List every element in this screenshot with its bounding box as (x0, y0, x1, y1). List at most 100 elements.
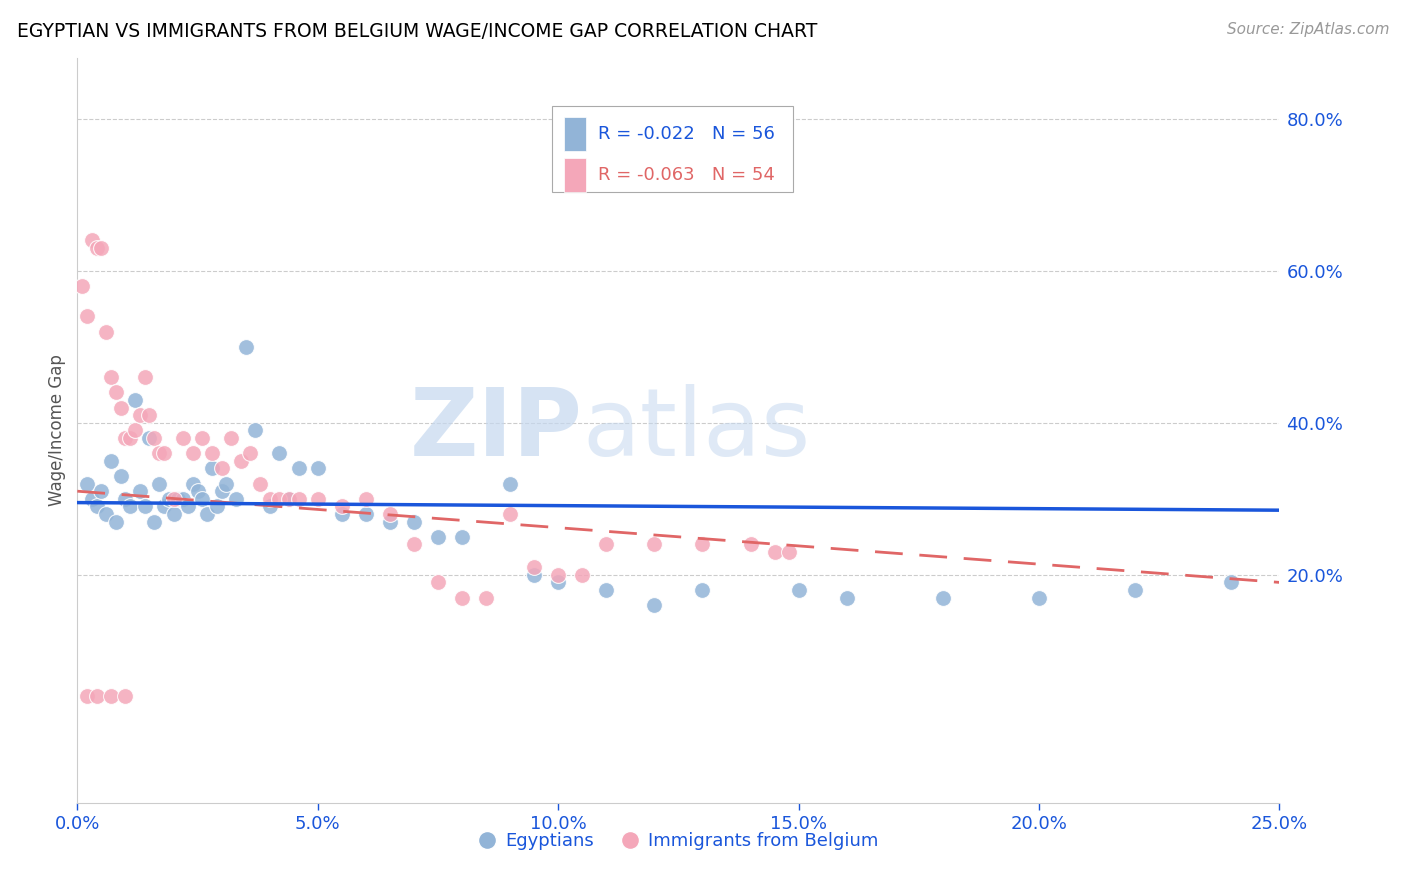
Point (177, 500, 200, 514)
Point (354, 491, 377, 506)
Point (225, 491, 247, 506)
Point (692, 582, 714, 597)
Point (239, 446, 262, 460)
Point (269, 491, 291, 506)
Point (245, 423, 267, 437)
Point (110, 469, 132, 483)
Point (128, 408, 150, 422)
Point (1220, 575, 1243, 590)
Point (499, 507, 522, 521)
Point (330, 507, 353, 521)
Point (80, 233, 103, 247)
Point (249, 476, 271, 491)
Point (499, 476, 522, 491)
Point (523, 560, 546, 574)
Legend: Egyptians, Immigrants from Belgium: Egyptians, Immigrants from Belgium (471, 824, 886, 857)
Y-axis label: Wage/Income Gap: Wage/Income Gap (48, 354, 66, 507)
Point (124, 423, 146, 437)
Point (172, 431, 194, 445)
Point (162, 507, 184, 521)
Point (134, 370, 156, 384)
Point (120, 431, 142, 445)
Point (90, 241, 112, 255)
Point (76, 476, 98, 491)
Point (86, 241, 108, 255)
Point (76, 690, 98, 704)
Point (475, 591, 498, 605)
Point (195, 507, 218, 521)
Point (114, 431, 136, 445)
Point (595, 537, 617, 551)
Point (692, 537, 714, 551)
Point (104, 385, 127, 400)
Point (235, 340, 257, 354)
Text: R = -0.063   N = 54: R = -0.063 N = 54 (598, 166, 775, 184)
Point (523, 567, 546, 582)
Point (269, 446, 291, 460)
Point (835, 591, 858, 605)
Point (277, 491, 299, 506)
Point (186, 484, 209, 499)
Point (211, 461, 233, 475)
Point (330, 500, 353, 514)
Point (643, 537, 665, 551)
Point (277, 491, 299, 506)
Point (153, 446, 176, 460)
Point (96, 507, 118, 521)
Point (110, 401, 132, 415)
Text: EGYPTIAN VS IMMIGRANTS FROM BELGIUM WAGE/INCOME GAP CORRELATION CHART: EGYPTIAN VS IMMIGRANTS FROM BELGIUM WAGE… (17, 22, 817, 41)
Point (287, 461, 309, 475)
Point (114, 690, 136, 704)
Point (205, 500, 228, 514)
Point (427, 530, 450, 544)
Point (100, 454, 122, 468)
Point (157, 491, 180, 506)
Point (148, 476, 170, 491)
Point (787, 582, 810, 597)
Point (259, 500, 281, 514)
Point (643, 598, 665, 612)
Point (259, 491, 281, 506)
Point (76, 310, 98, 324)
Point (547, 567, 569, 582)
Point (104, 515, 127, 529)
Point (148, 446, 170, 460)
Point (354, 507, 377, 521)
Point (153, 500, 176, 514)
Point (201, 461, 224, 475)
Point (571, 567, 593, 582)
Text: ZIP: ZIP (409, 384, 582, 476)
Point (90, 484, 112, 499)
Point (70, 279, 93, 293)
Point (100, 370, 122, 384)
Text: atlas: atlas (582, 384, 810, 476)
Point (128, 484, 150, 499)
Point (402, 515, 425, 529)
Point (114, 491, 136, 506)
Point (778, 545, 800, 559)
Point (86, 690, 108, 704)
Point (215, 476, 238, 491)
Point (378, 515, 401, 529)
Point (138, 431, 160, 445)
Point (191, 431, 214, 445)
FancyBboxPatch shape (553, 106, 793, 192)
Point (134, 500, 156, 514)
FancyBboxPatch shape (564, 117, 586, 151)
Point (191, 491, 214, 506)
Point (96, 325, 118, 339)
Point (402, 537, 425, 551)
Point (211, 484, 233, 499)
Point (138, 408, 160, 422)
Point (172, 491, 194, 506)
Point (143, 515, 166, 529)
Point (1028, 591, 1050, 605)
Point (378, 507, 401, 521)
Point (229, 454, 252, 468)
Point (181, 476, 204, 491)
Point (932, 591, 955, 605)
Point (307, 491, 329, 506)
Point (80, 491, 103, 506)
Point (1123, 582, 1146, 597)
Point (427, 575, 450, 590)
